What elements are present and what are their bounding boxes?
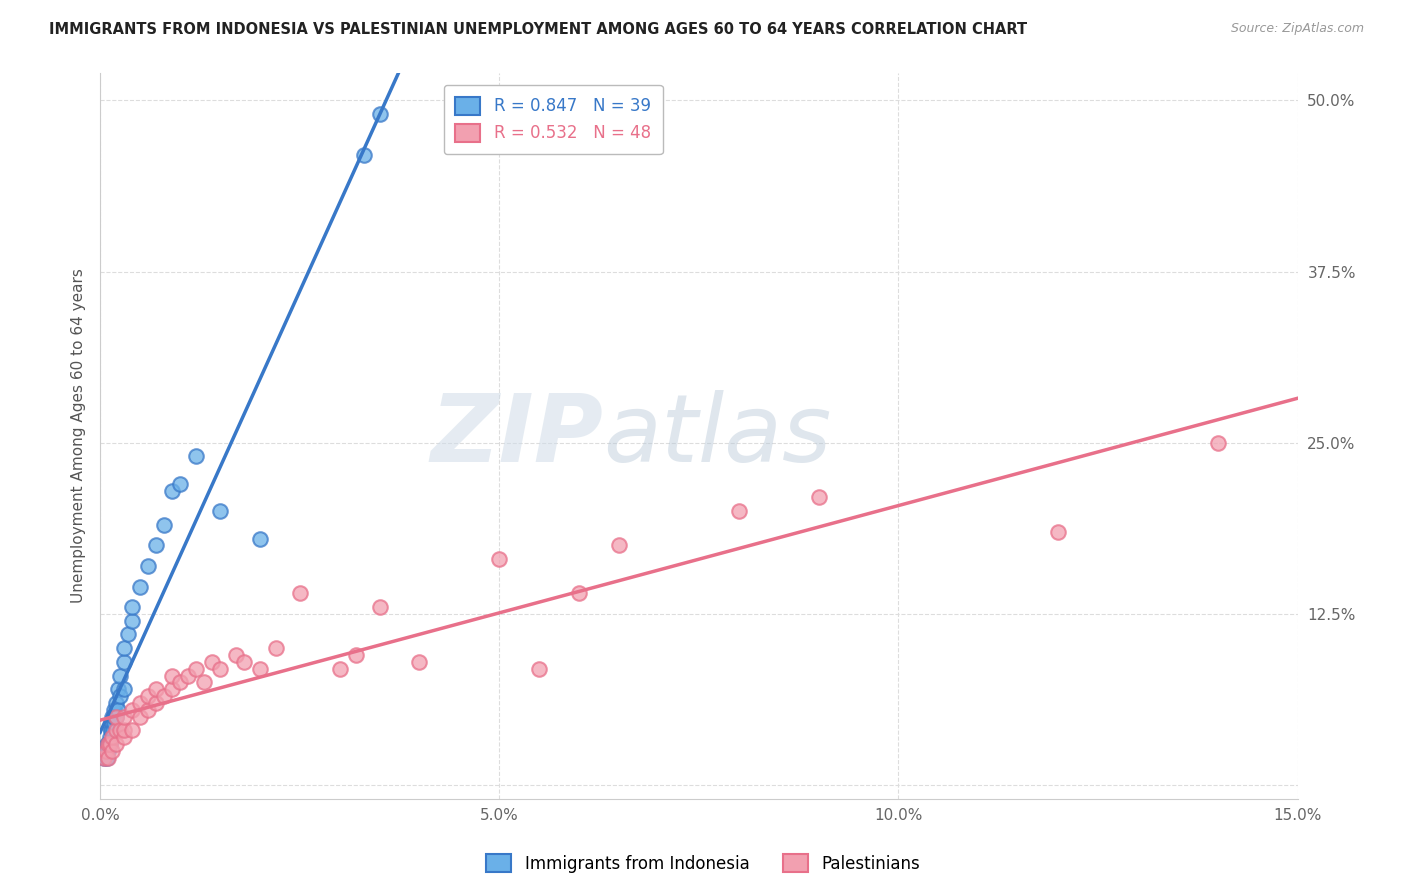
Point — [96, 737, 118, 751]
Point — [94, 744, 117, 758]
Point — [727, 504, 749, 518]
Point — [121, 723, 143, 738]
Point — [117, 627, 139, 641]
Point — [101, 744, 124, 758]
Point — [98, 730, 121, 744]
Point — [101, 716, 124, 731]
Point — [1206, 435, 1229, 450]
Point — [232, 655, 254, 669]
Point — [103, 716, 125, 731]
Point — [208, 504, 231, 518]
Point — [112, 723, 135, 738]
Point — [103, 703, 125, 717]
Point — [184, 662, 207, 676]
Point — [98, 737, 121, 751]
Point — [344, 648, 367, 662]
Point — [408, 655, 430, 669]
Point — [112, 682, 135, 697]
Point — [100, 723, 122, 738]
Point — [249, 532, 271, 546]
Point — [184, 450, 207, 464]
Point — [100, 723, 122, 738]
Point — [353, 148, 375, 162]
Point — [169, 476, 191, 491]
Point — [288, 586, 311, 600]
Point — [121, 614, 143, 628]
Point — [129, 580, 152, 594]
Point — [121, 703, 143, 717]
Point — [108, 668, 131, 682]
Point — [108, 689, 131, 703]
Point — [98, 737, 121, 751]
Y-axis label: Unemployment Among Ages 60 to 64 years: Unemployment Among Ages 60 to 64 years — [72, 268, 86, 603]
Point — [97, 750, 120, 764]
Point — [488, 552, 510, 566]
Point — [169, 675, 191, 690]
Point — [129, 709, 152, 723]
Text: IMMIGRANTS FROM INDONESIA VS PALESTINIAN UNEMPLOYMENT AMONG AGES 60 TO 64 YEARS : IMMIGRANTS FROM INDONESIA VS PALESTINIAN… — [49, 22, 1028, 37]
Point — [208, 662, 231, 676]
Point — [568, 586, 591, 600]
Point — [103, 709, 125, 723]
Point — [807, 491, 830, 505]
Point — [607, 538, 630, 552]
Point — [145, 682, 167, 697]
Point — [529, 662, 551, 676]
Point — [264, 641, 287, 656]
Point — [145, 696, 167, 710]
Text: atlas: atlas — [603, 391, 831, 482]
Point — [112, 641, 135, 656]
Point — [107, 703, 129, 717]
Point — [105, 723, 128, 738]
Point — [105, 737, 128, 751]
Point — [249, 662, 271, 676]
Text: Source: ZipAtlas.com: Source: ZipAtlas.com — [1230, 22, 1364, 36]
Point — [105, 709, 128, 723]
Point — [136, 558, 159, 573]
Point — [225, 648, 247, 662]
Point — [160, 682, 183, 697]
Point — [145, 538, 167, 552]
Point — [1047, 524, 1070, 539]
Point — [101, 709, 124, 723]
Point — [108, 723, 131, 738]
Point — [160, 668, 183, 682]
Point — [105, 709, 128, 723]
Point — [368, 107, 391, 121]
Legend: Immigrants from Indonesia, Palestinians: Immigrants from Indonesia, Palestinians — [479, 847, 927, 880]
Point — [97, 744, 120, 758]
Point — [121, 600, 143, 615]
Point — [201, 655, 224, 669]
Point — [94, 744, 117, 758]
Point — [97, 737, 120, 751]
Legend: R = 0.847   N = 39, R = 0.532   N = 48: R = 0.847 N = 39, R = 0.532 N = 48 — [444, 85, 662, 154]
Point — [112, 655, 135, 669]
Point — [136, 689, 159, 703]
Point — [160, 483, 183, 498]
Point — [193, 675, 215, 690]
Point — [101, 730, 124, 744]
Point — [101, 723, 124, 738]
Point — [105, 696, 128, 710]
Point — [129, 696, 152, 710]
Point — [93, 750, 115, 764]
Point — [97, 737, 120, 751]
Point — [153, 689, 176, 703]
Point — [93, 750, 115, 764]
Point — [112, 709, 135, 723]
Point — [153, 517, 176, 532]
Point — [136, 703, 159, 717]
Point — [112, 730, 135, 744]
Text: ZIP: ZIP — [430, 390, 603, 482]
Point — [329, 662, 352, 676]
Point — [177, 668, 200, 682]
Point — [107, 682, 129, 697]
Point — [96, 750, 118, 764]
Point — [368, 600, 391, 615]
